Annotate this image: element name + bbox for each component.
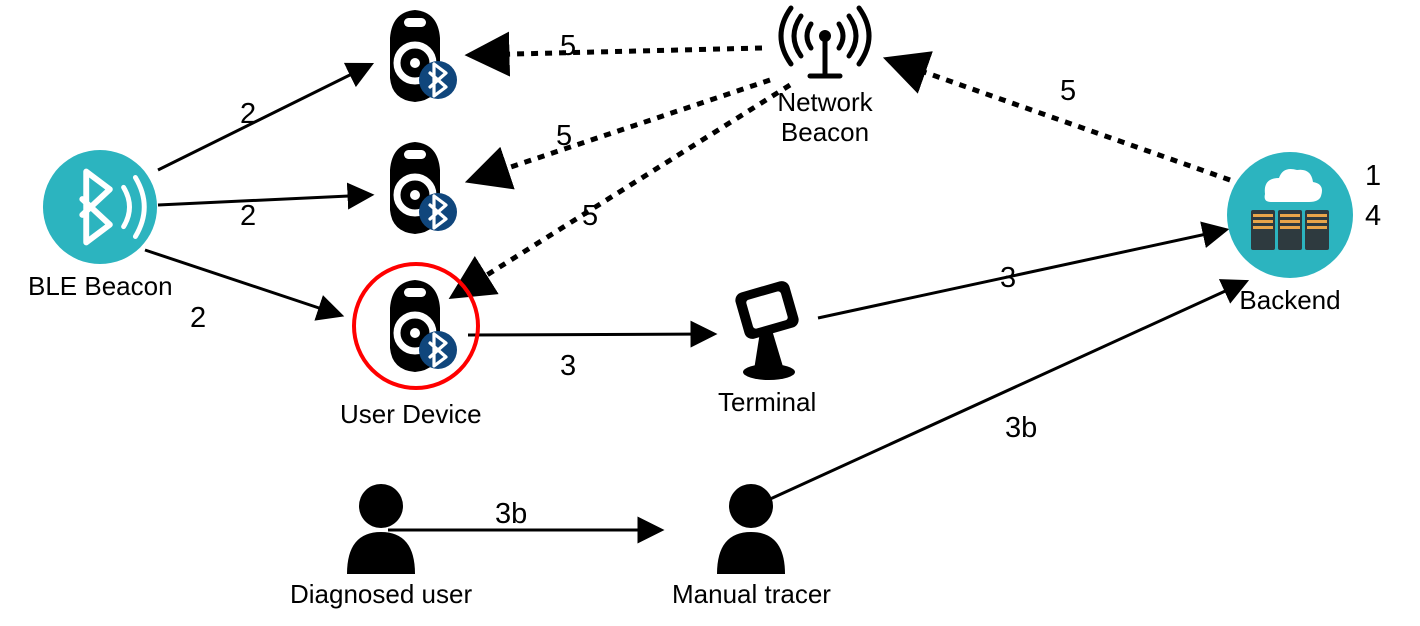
user-device-node: [380, 278, 466, 374]
backend-label: Backend: [1239, 286, 1340, 316]
edge-label: 5: [556, 120, 572, 153]
edge-line: [158, 195, 370, 205]
user-device-label: User Device: [340, 400, 482, 430]
edge-label: 5: [582, 200, 598, 233]
person-icon: [337, 480, 425, 574]
diagnosed-user-node: Diagnosed user: [290, 480, 472, 610]
edge-line: [768, 282, 1245, 500]
edge-line: [468, 334, 713, 335]
kiosk-icon: [718, 280, 816, 382]
terminal-node: Terminal: [718, 280, 816, 418]
bluetooth-broadcast-icon: [41, 148, 159, 266]
edge-label: 2: [240, 98, 256, 131]
ble-beacon-node: BLE Beacon: [28, 148, 173, 302]
diagnosed-user-label: Diagnosed user: [290, 580, 472, 610]
edge-line: [158, 65, 370, 170]
tag1-node: [380, 8, 466, 104]
edge-label: 3b: [495, 498, 527, 531]
manual-tracer-node: Manual tracer: [672, 480, 831, 610]
ble-tag-icon: [380, 140, 466, 236]
edge-label: 5: [1060, 75, 1076, 108]
person-icon: [707, 480, 795, 574]
backend-node: Backend: [1225, 150, 1355, 316]
cloud-server-icon: [1225, 150, 1355, 280]
network-beacon-label: Network Beacon: [777, 88, 872, 148]
ble-tag-icon: [380, 278, 466, 374]
edge-label: 3b: [1005, 412, 1037, 445]
edge-label: 2: [190, 302, 206, 335]
backend-side-label: 4: [1365, 200, 1381, 233]
edge-line: [472, 80, 770, 180]
tag2-node: [380, 140, 466, 236]
edge-line: [818, 230, 1225, 318]
terminal-label: Terminal: [718, 388, 816, 418]
ble-beacon-label: BLE Beacon: [28, 272, 173, 302]
backend-side-label: 1: [1365, 160, 1381, 193]
ble-tag-icon: [380, 8, 466, 104]
network-beacon-node: Network Beacon: [770, 2, 880, 148]
edge-line: [455, 85, 790, 295]
edge-label: 3: [1000, 262, 1016, 295]
edge-label: 3: [560, 350, 576, 383]
edge-label: 5: [560, 30, 576, 63]
antenna-icon: [770, 2, 880, 82]
edge-line: [472, 48, 762, 55]
edge-line: [145, 250, 340, 315]
edge-label: 2: [240, 200, 256, 233]
manual-tracer-label: Manual tracer: [672, 580, 831, 610]
